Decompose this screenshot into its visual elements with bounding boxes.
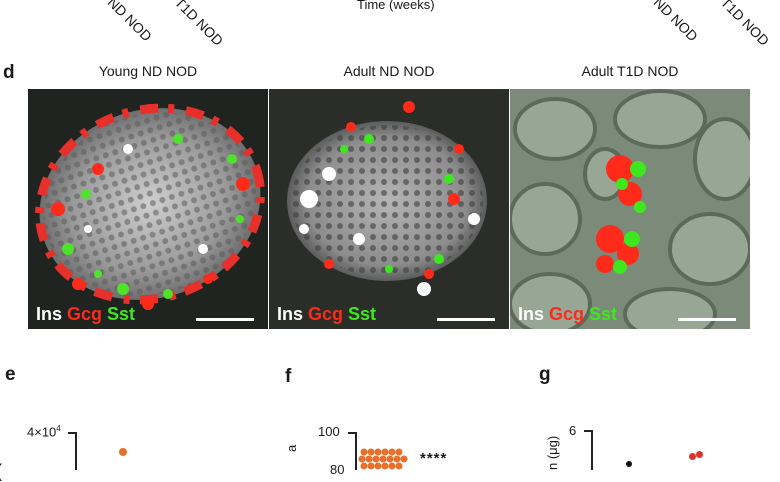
- image-title-adult-t1d: Adult T1D NOD: [581, 63, 679, 79]
- panel-letter-f: f: [285, 366, 292, 387]
- rotated-label-nd-nod-right: ND NOD: [650, 0, 702, 45]
- stain-ins: Ins: [518, 304, 545, 324]
- stain-legend: Ins Gcg Sst: [277, 304, 381, 325]
- time-axis-label: Time (weeks): [357, 0, 435, 12]
- panel-letter-d: d: [3, 62, 15, 83]
- y-label-fragment-e: (: [0, 461, 2, 482]
- dot-g-red-1: [689, 453, 696, 460]
- y-tick-e-exponent: 4: [56, 424, 61, 433]
- stain-ins: Ins: [277, 304, 304, 324]
- panel-letter-g: g: [539, 364, 551, 385]
- y-tick-mark-f: [348, 432, 356, 434]
- stain-gcg: Gcg: [549, 304, 585, 324]
- y-tick-mark-g: [584, 430, 592, 432]
- y-tick-f-top: 100: [318, 424, 340, 439]
- rotated-label-nd-nod-left: ND NOD: [104, 0, 156, 45]
- y-axis-f: [355, 432, 357, 470]
- stain-gcg: Gcg: [308, 304, 344, 324]
- stain-gcg: Gcg: [67, 304, 103, 324]
- y-axis-g: [591, 430, 593, 470]
- rotated-label-t1d-nod-right: T1D NOD: [717, 0, 773, 49]
- micrograph-young-nd: Ins Gcg Sst: [28, 89, 268, 329]
- y-label-fragment-f: a: [284, 444, 299, 452]
- micrograph-adult-t1d: Ins Gcg Sst: [510, 89, 750, 329]
- y-tick-e-top: 4×104: [27, 424, 61, 439]
- panel-letter-e: e: [5, 364, 16, 385]
- stain-ins: Ins: [36, 304, 63, 324]
- dot-e: [119, 448, 127, 456]
- y-tick-mark-e: [68, 432, 76, 434]
- image-title-young-nd: Young ND NOD: [98, 63, 198, 79]
- micrograph-adult-nd: Ins Gcg Sst: [269, 89, 509, 329]
- scale-bar: [196, 318, 254, 321]
- y-tick-g-top: 6: [569, 423, 577, 438]
- stain-sst: Sst: [107, 304, 136, 324]
- stain-sst: Sst: [348, 304, 377, 324]
- rotated-label-t1d-nod-left: T1D NOD: [171, 0, 227, 49]
- stain-legend: Ins Gcg Sst: [518, 304, 622, 325]
- y-label-fragment-g: n (μg): [545, 435, 560, 470]
- y-tick-e-value: 4×10: [27, 424, 57, 440]
- stain-sst: Sst: [589, 304, 618, 324]
- dot-g-black: [626, 461, 632, 467]
- significance-marker-f: ****: [420, 450, 448, 467]
- dot-g-red-2: [696, 451, 703, 458]
- scale-bar: [678, 318, 736, 321]
- scale-bar: [437, 318, 495, 321]
- stain-legend: Ins Gcg Sst: [36, 304, 140, 325]
- y-axis-e: [75, 432, 77, 470]
- image-title-adult-nd: Adult ND NOD: [343, 63, 435, 79]
- dots-f: [358, 448, 408, 470]
